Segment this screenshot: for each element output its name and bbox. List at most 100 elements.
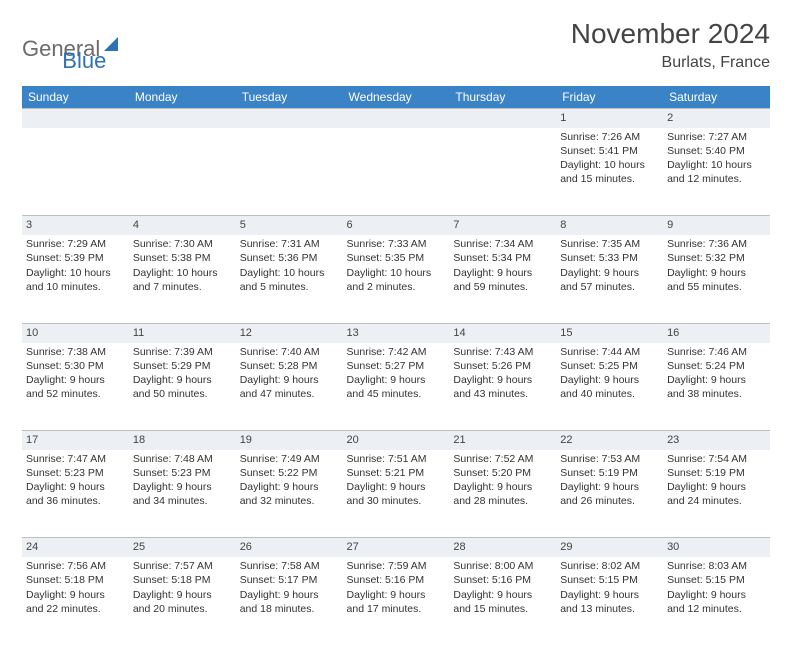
day-cell — [449, 128, 556, 216]
daynum-row: 12 — [22, 109, 770, 128]
sunrise-text: Sunrise: 7:47 AM — [26, 452, 125, 466]
daylight-text: Daylight: 9 hours and 36 minutes. — [26, 480, 125, 508]
day-number: 24 — [22, 538, 129, 557]
day-cell: Sunrise: 7:56 AMSunset: 5:18 PMDaylight:… — [22, 557, 129, 645]
weekday-header: Saturday — [663, 86, 770, 109]
daylight-text: Daylight: 10 hours and 5 minutes. — [240, 266, 339, 294]
day-cell: Sunrise: 7:43 AMSunset: 5:26 PMDaylight:… — [449, 343, 556, 431]
day-number — [343, 109, 450, 128]
daylight-text: Daylight: 9 hours and 32 minutes. — [240, 480, 339, 508]
sunset-text: Sunset: 5:16 PM — [347, 573, 446, 587]
day-cell: Sunrise: 7:30 AMSunset: 5:38 PMDaylight:… — [129, 235, 236, 323]
day-number — [236, 109, 343, 128]
day-number: 23 — [663, 431, 770, 450]
day-cell: Sunrise: 7:26 AMSunset: 5:41 PMDaylight:… — [556, 128, 663, 216]
day-number: 18 — [129, 431, 236, 450]
sunset-text: Sunset: 5:39 PM — [26, 251, 125, 265]
sunset-text: Sunset: 5:15 PM — [560, 573, 659, 587]
weekday-header: Friday — [556, 86, 663, 109]
day-cell — [343, 128, 450, 216]
day-number: 1 — [556, 109, 663, 128]
daylight-text: Daylight: 9 hours and 28 minutes. — [453, 480, 552, 508]
day-cell: Sunrise: 7:47 AMSunset: 5:23 PMDaylight:… — [22, 450, 129, 538]
daynum-row: 10111213141516 — [22, 323, 770, 342]
day-number: 6 — [343, 216, 450, 235]
week-row: Sunrise: 7:38 AMSunset: 5:30 PMDaylight:… — [22, 343, 770, 431]
sunrise-text: Sunrise: 7:44 AM — [560, 345, 659, 359]
day-cell: Sunrise: 7:53 AMSunset: 5:19 PMDaylight:… — [556, 450, 663, 538]
daylight-text: Daylight: 9 hours and 50 minutes. — [133, 373, 232, 401]
sunset-text: Sunset: 5:30 PM — [26, 359, 125, 373]
sunset-text: Sunset: 5:21 PM — [347, 466, 446, 480]
sunrise-text: Sunrise: 8:03 AM — [667, 559, 766, 573]
daylight-text: Daylight: 9 hours and 34 minutes. — [133, 480, 232, 508]
day-number: 20 — [343, 431, 450, 450]
sunrise-text: Sunrise: 7:49 AM — [240, 452, 339, 466]
day-cell: Sunrise: 8:03 AMSunset: 5:15 PMDaylight:… — [663, 557, 770, 645]
day-number: 9 — [663, 216, 770, 235]
day-cell: Sunrise: 7:34 AMSunset: 5:34 PMDaylight:… — [449, 235, 556, 323]
day-number: 13 — [343, 323, 450, 342]
day-cell: Sunrise: 7:54 AMSunset: 5:19 PMDaylight:… — [663, 450, 770, 538]
sunrise-text: Sunrise: 7:33 AM — [347, 237, 446, 251]
sunrise-text: Sunrise: 8:00 AM — [453, 559, 552, 573]
sunset-text: Sunset: 5:29 PM — [133, 359, 232, 373]
daynum-row: 17181920212223 — [22, 431, 770, 450]
day-cell — [236, 128, 343, 216]
day-number: 11 — [129, 323, 236, 342]
sunrise-text: Sunrise: 7:29 AM — [26, 237, 125, 251]
day-cell — [129, 128, 236, 216]
sunrise-text: Sunrise: 7:40 AM — [240, 345, 339, 359]
weekday-header: Thursday — [449, 86, 556, 109]
daylight-text: Daylight: 10 hours and 7 minutes. — [133, 266, 232, 294]
sunrise-text: Sunrise: 7:58 AM — [240, 559, 339, 573]
sunrise-text: Sunrise: 7:36 AM — [667, 237, 766, 251]
sunrise-text: Sunrise: 7:26 AM — [560, 130, 659, 144]
logo: General Blue — [22, 24, 106, 74]
location: Burlats, France — [571, 54, 770, 72]
daylight-text: Daylight: 9 hours and 45 minutes. — [347, 373, 446, 401]
day-number: 3 — [22, 216, 129, 235]
sunset-text: Sunset: 5:26 PM — [453, 359, 552, 373]
day-number: 15 — [556, 323, 663, 342]
sunrise-text: Sunrise: 7:54 AM — [667, 452, 766, 466]
day-number: 26 — [236, 538, 343, 557]
daylight-text: Daylight: 9 hours and 24 minutes. — [667, 480, 766, 508]
daylight-text: Daylight: 10 hours and 10 minutes. — [26, 266, 125, 294]
day-cell: Sunrise: 7:39 AMSunset: 5:29 PMDaylight:… — [129, 343, 236, 431]
daylight-text: Daylight: 9 hours and 40 minutes. — [560, 373, 659, 401]
day-cell: Sunrise: 7:44 AMSunset: 5:25 PMDaylight:… — [556, 343, 663, 431]
sunrise-text: Sunrise: 7:57 AM — [133, 559, 232, 573]
daylight-text: Daylight: 10 hours and 2 minutes. — [347, 266, 446, 294]
day-number: 12 — [236, 323, 343, 342]
day-cell: Sunrise: 7:35 AMSunset: 5:33 PMDaylight:… — [556, 235, 663, 323]
sunrise-text: Sunrise: 7:53 AM — [560, 452, 659, 466]
sunrise-text: Sunrise: 7:31 AM — [240, 237, 339, 251]
day-number — [22, 109, 129, 128]
sunrise-text: Sunrise: 7:52 AM — [453, 452, 552, 466]
sunset-text: Sunset: 5:15 PM — [667, 573, 766, 587]
day-cell: Sunrise: 7:57 AMSunset: 5:18 PMDaylight:… — [129, 557, 236, 645]
day-cell: Sunrise: 7:38 AMSunset: 5:30 PMDaylight:… — [22, 343, 129, 431]
sunrise-text: Sunrise: 7:35 AM — [560, 237, 659, 251]
day-cell: Sunrise: 7:58 AMSunset: 5:17 PMDaylight:… — [236, 557, 343, 645]
sunset-text: Sunset: 5:25 PM — [560, 359, 659, 373]
day-cell: Sunrise: 7:51 AMSunset: 5:21 PMDaylight:… — [343, 450, 450, 538]
day-number: 21 — [449, 431, 556, 450]
day-number: 25 — [129, 538, 236, 557]
sunset-text: Sunset: 5:28 PM — [240, 359, 339, 373]
weekday-header: Sunday — [22, 86, 129, 109]
sunset-text: Sunset: 5:19 PM — [667, 466, 766, 480]
day-number: 27 — [343, 538, 450, 557]
day-cell: Sunrise: 7:46 AMSunset: 5:24 PMDaylight:… — [663, 343, 770, 431]
weekday-header: Tuesday — [236, 86, 343, 109]
sunset-text: Sunset: 5:18 PM — [26, 573, 125, 587]
sunset-text: Sunset: 5:33 PM — [560, 251, 659, 265]
logo-sail-icon — [104, 37, 118, 51]
sunrise-text: Sunrise: 7:51 AM — [347, 452, 446, 466]
daylight-text: Daylight: 9 hours and 30 minutes. — [347, 480, 446, 508]
day-cell: Sunrise: 7:48 AMSunset: 5:23 PMDaylight:… — [129, 450, 236, 538]
day-number: 22 — [556, 431, 663, 450]
day-cell: Sunrise: 7:49 AMSunset: 5:22 PMDaylight:… — [236, 450, 343, 538]
daynum-row: 3456789 — [22, 216, 770, 235]
